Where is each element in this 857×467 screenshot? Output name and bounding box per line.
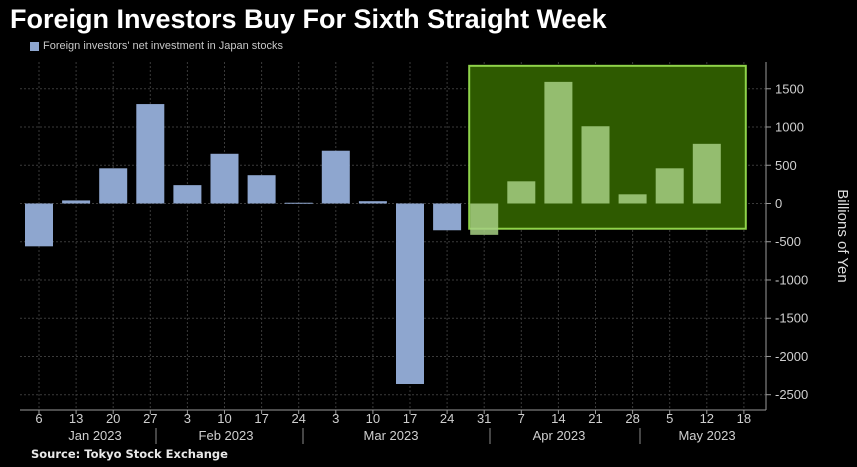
y-tick-label: 0 bbox=[775, 196, 782, 211]
x-tick-label: 21 bbox=[588, 411, 602, 426]
x-tick-label: 6 bbox=[35, 411, 42, 426]
x-tick-label: 31 bbox=[477, 411, 491, 426]
x-tick-label: 18 bbox=[737, 411, 751, 426]
x-tick-label: 7 bbox=[518, 411, 525, 426]
y-tick-label: 500 bbox=[775, 158, 797, 173]
x-tick-label: 3 bbox=[184, 411, 191, 426]
bar bbox=[25, 203, 53, 247]
x-tick-label: 17 bbox=[403, 411, 417, 426]
axes bbox=[20, 62, 771, 414]
x-tick-label: 14 bbox=[551, 411, 565, 426]
bar bbox=[358, 201, 387, 204]
y-tick-label: 1000 bbox=[775, 120, 804, 135]
chart-title: Foreign Investors Buy For Sixth Straight… bbox=[10, 4, 607, 34]
y-tick-label: -1000 bbox=[775, 272, 808, 287]
bar bbox=[507, 181, 536, 204]
month-label: Apr 2023 bbox=[533, 428, 586, 443]
x-tick-label: 10 bbox=[366, 411, 380, 426]
month-label: May 2023 bbox=[678, 428, 735, 443]
bar bbox=[210, 153, 239, 204]
bar bbox=[655, 168, 684, 204]
bar bbox=[284, 202, 313, 204]
bar bbox=[62, 200, 91, 204]
bar bbox=[470, 203, 499, 235]
x-tick-label: 28 bbox=[625, 411, 639, 426]
y-tick-label: -2000 bbox=[775, 349, 808, 364]
month-labels: Jan 2023 Feb 2023 Mar 2023 Apr 2023 May 2023 bbox=[68, 428, 736, 444]
y-axis-label: Billions of Yen bbox=[834, 189, 851, 282]
legend-swatch bbox=[30, 41, 39, 51]
source-note: Source: Tokyo Stock Exchange bbox=[31, 447, 228, 461]
month-label: Jan 2023 bbox=[68, 428, 122, 443]
x-tick-label: 3 bbox=[332, 411, 339, 426]
x-tick-label: 10 bbox=[217, 411, 231, 426]
legend: Foreign investors' net investment in Jap… bbox=[30, 40, 283, 52]
bar bbox=[692, 143, 721, 204]
bar bbox=[99, 168, 128, 204]
bars bbox=[25, 81, 721, 384]
y-tick-label: -500 bbox=[775, 234, 801, 249]
bar bbox=[173, 185, 202, 204]
bar bbox=[396, 203, 424, 384]
y-tick-label: -1500 bbox=[775, 311, 808, 326]
y-tick-labels: 1500 1000 500 0 -500 -1000 -1500 -2000 -2500 bbox=[775, 81, 808, 402]
x-tick-label: 27 bbox=[143, 411, 157, 426]
x-tick-label: 24 bbox=[440, 411, 454, 426]
x-tick-label: 24 bbox=[291, 411, 305, 426]
bar bbox=[433, 203, 462, 231]
legend-label: Foreign investors' net investment in Jap… bbox=[43, 40, 283, 52]
x-tick-label: 5 bbox=[666, 411, 673, 426]
bar bbox=[321, 150, 350, 204]
x-tick-label: 20 bbox=[106, 411, 120, 426]
bar bbox=[618, 194, 647, 204]
bar bbox=[544, 81, 573, 204]
bar bbox=[247, 175, 276, 204]
y-tick-label: 1500 bbox=[775, 81, 804, 96]
x-tick-label: 13 bbox=[69, 411, 83, 426]
y-tick-label: -2500 bbox=[775, 387, 808, 402]
month-label: Mar 2023 bbox=[364, 428, 419, 443]
bar bbox=[581, 126, 610, 204]
bar bbox=[136, 104, 165, 204]
x-tick-labels: 6 13 20 27 3 10 17 24 3 10 17 24 31 7 14 21 28 5 12 18 bbox=[35, 411, 751, 426]
x-tick-label: 17 bbox=[254, 411, 268, 426]
month-label: Feb 2023 bbox=[199, 428, 254, 443]
x-tick-label: 12 bbox=[700, 411, 714, 426]
